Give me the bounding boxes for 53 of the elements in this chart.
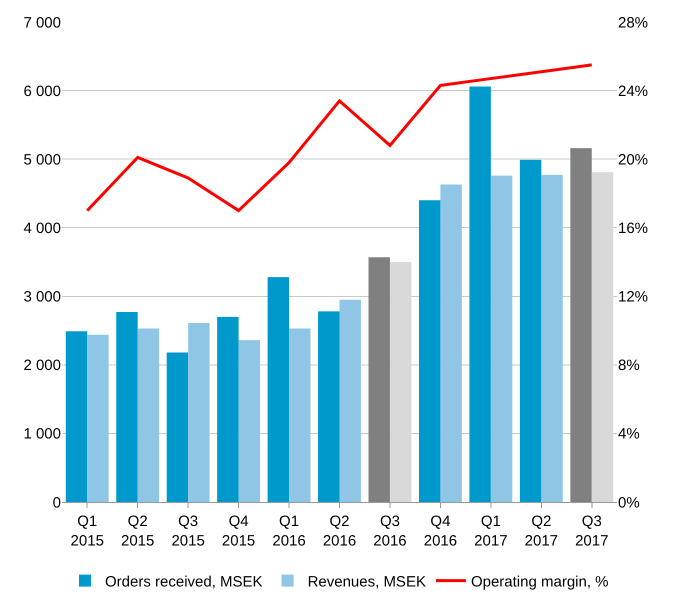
- y-tick-label: 2 000: [23, 357, 61, 374]
- bar: [87, 334, 109, 502]
- x-tick-label: Q1 2016: [272, 513, 306, 550]
- bar: [390, 262, 412, 502]
- legend-label: Revenues, MSEK: [308, 574, 426, 590]
- bar: [520, 160, 542, 502]
- bar: [268, 277, 290, 502]
- bar: [570, 148, 592, 502]
- bar: [418, 200, 440, 502]
- legend-label: Orders received, MSEK: [105, 574, 263, 590]
- bar: [116, 312, 138, 502]
- bar: [66, 331, 88, 502]
- y2-tick-label: 20%: [618, 151, 648, 168]
- x-tick-label: Q3 2016: [373, 513, 407, 550]
- y-tick-label: 0: [52, 494, 61, 512]
- bar: [188, 323, 210, 502]
- x-tick-label: Q2 2017: [524, 513, 558, 550]
- legend-label: Operating margin, %: [470, 574, 609, 590]
- y2-tick-label: 28%: [618, 14, 648, 32]
- bar: [238, 340, 260, 502]
- x-tick-label: Q2 2015: [120, 513, 154, 550]
- y-tick-label: 3 000: [23, 288, 61, 306]
- bar: [490, 176, 512, 502]
- bar: [592, 172, 614, 502]
- bar: [318, 311, 340, 502]
- bar: [440, 184, 462, 502]
- x-tick-label: Q2 2016: [322, 513, 356, 550]
- y-tick-label: 4 000: [23, 220, 61, 237]
- line-series: [86, 63, 594, 212]
- x-tick-label: Q4 2015: [222, 513, 256, 550]
- y2-tick-label: 12%: [618, 288, 648, 306]
- y-tick-label: 7 000: [23, 14, 61, 32]
- x-tick-label: Q3 2015: [171, 513, 205, 550]
- y-tick-label: 5 000: [23, 151, 61, 168]
- y2-tick-label: 8%: [618, 357, 640, 374]
- y-tick-label: 1 000: [23, 426, 61, 443]
- y-tick-label: 6 000: [23, 82, 61, 100]
- bar: [289, 328, 310, 502]
- x-tick-label: Q4 2016: [424, 513, 458, 550]
- x-tick-label: Q1 2015: [70, 513, 104, 550]
- bar: [541, 174, 563, 502]
- bar: [138, 328, 160, 502]
- bar: [340, 300, 361, 502]
- x-tick-label: Q1 2017: [474, 513, 508, 550]
- y2-tick-label: 4%: [618, 426, 640, 443]
- bar: [166, 352, 188, 502]
- y2-tick-label: 24%: [618, 82, 648, 100]
- x-tick-label: Q3 2017: [575, 513, 608, 550]
- y2-tick-label: 16%: [618, 220, 648, 237]
- bar: [217, 316, 239, 502]
- bar: [368, 257, 390, 502]
- y2-tick-label: 0%: [618, 494, 640, 512]
- bar: [469, 86, 491, 502]
